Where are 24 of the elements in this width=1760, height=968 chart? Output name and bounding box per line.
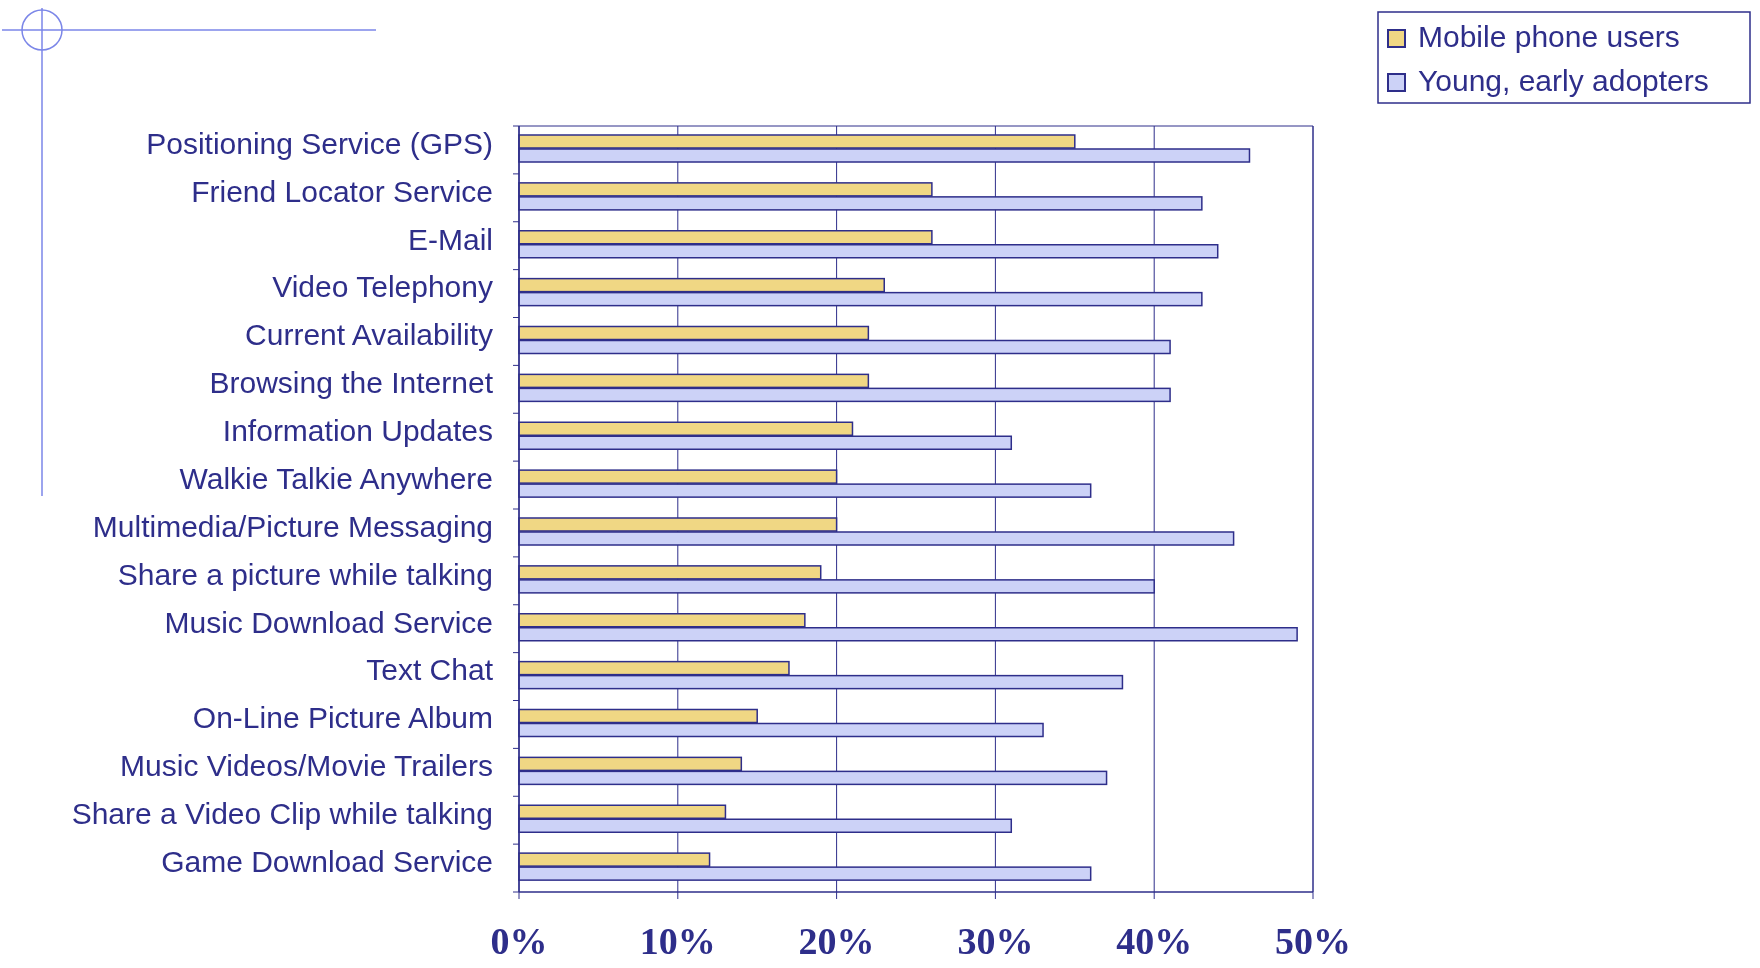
- y-tick-label: Share a picture while talking: [117, 557, 493, 591]
- y-tick-label: Walkie Talkie Anywhere: [179, 461, 493, 495]
- y-tick-label: Text Chat: [366, 653, 494, 687]
- y-tick-label: Current Availability: [245, 318, 493, 352]
- y-tick-label: Video Telephony: [272, 270, 493, 304]
- x-tick-label: 40%: [1116, 920, 1193, 962]
- y-tick-label: Music Videos/Movie Trailers: [120, 749, 493, 783]
- x-tick-label: 30%: [957, 920, 1034, 962]
- y-tick-label: Browsing the Internet: [209, 366, 494, 400]
- y-tick-label: E-Mail: [407, 222, 493, 256]
- x-tick-label: 0%: [490, 920, 548, 962]
- y-tick-label: On-Line Picture Album: [192, 701, 493, 735]
- y-tick-label: Friend Locator Service: [191, 174, 493, 208]
- y-tick-label: Game Download Service: [161, 844, 493, 878]
- legend-label: Mobile phone users: [1418, 19, 1680, 53]
- y-tick-label: Multimedia/Picture Messaging: [92, 509, 493, 543]
- legend-label: Young, early adopters: [1418, 63, 1709, 97]
- y-tick-label: Positioning Service (GPS): [146, 126, 493, 160]
- y-tick-label: Share a Video Clip while talking: [71, 797, 493, 831]
- x-tick-label: 50%: [1275, 920, 1351, 962]
- x-tick-label: 20%: [798, 920, 875, 962]
- y-tick-label: Music Download Service: [164, 605, 493, 639]
- x-tick-label: 10%: [639, 920, 716, 962]
- y-tick-label: Information Updates: [222, 414, 493, 448]
